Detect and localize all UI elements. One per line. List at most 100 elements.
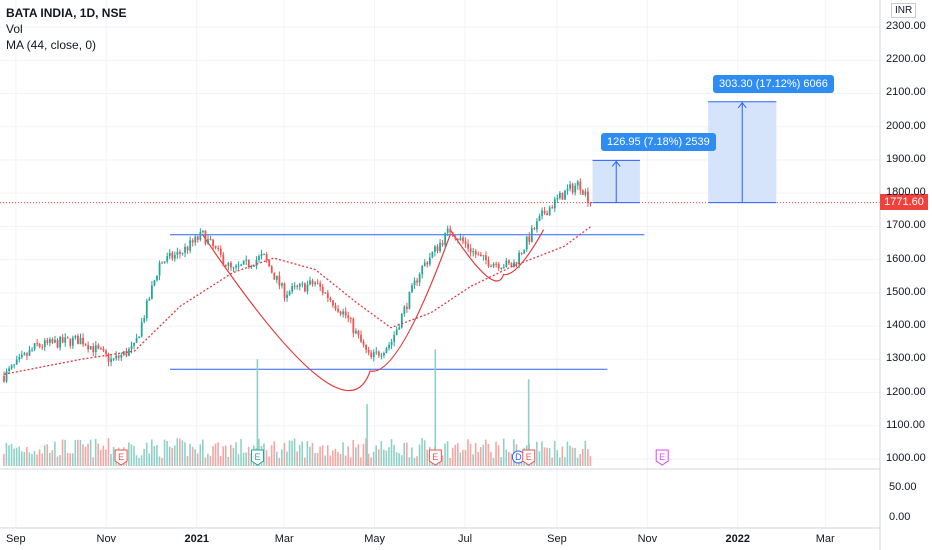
volume-bar xyxy=(326,445,329,466)
volume-bar xyxy=(357,444,360,466)
volume-bar xyxy=(576,457,579,466)
volume-bar xyxy=(541,441,543,466)
volume-bar xyxy=(347,446,349,466)
candle-body xyxy=(245,259,248,261)
candle-body xyxy=(355,330,357,334)
volume-bar xyxy=(74,440,77,466)
volume-bar xyxy=(176,438,179,466)
volume-bar xyxy=(477,452,479,466)
candle-body xyxy=(133,342,135,346)
candle-body xyxy=(482,255,485,257)
candle-body xyxy=(423,262,426,266)
volume-bar xyxy=(344,455,347,466)
candle-body xyxy=(38,344,41,347)
volume-bar xyxy=(28,452,31,466)
measure-label-1[interactable]: 126.95 (7.18%) 2539 xyxy=(601,133,716,151)
ma-indicator-label[interactable]: MA (44, close, 0) xyxy=(6,38,97,52)
ma-line xyxy=(3,225,592,375)
earnings-marker xyxy=(250,449,264,466)
time-tick-label: Nov xyxy=(637,533,658,545)
volume-bar xyxy=(41,453,43,466)
candle-body xyxy=(255,260,258,266)
volume-bar xyxy=(242,452,245,466)
candle-body xyxy=(505,260,508,267)
price-tick-label: 2300.00 xyxy=(886,20,926,32)
volume-bar xyxy=(281,449,283,466)
volume-bar xyxy=(219,455,222,466)
candle-body xyxy=(479,254,482,257)
volume-bar xyxy=(158,456,161,466)
volume-bar xyxy=(263,443,265,466)
volume-bar xyxy=(571,447,574,466)
candle-body xyxy=(8,368,10,371)
candle-body xyxy=(153,280,156,286)
candle-body xyxy=(518,252,520,264)
volume-spike xyxy=(527,379,530,466)
volume-bar xyxy=(133,445,135,466)
candle-body xyxy=(467,243,469,249)
candle-body xyxy=(403,306,406,314)
volume-bar xyxy=(100,449,102,466)
volume-bar xyxy=(301,441,304,466)
time-tick-label: 2022 xyxy=(725,533,751,545)
candle-body xyxy=(176,251,179,255)
volume-bar xyxy=(270,445,273,466)
price-tick-label: 1900.00 xyxy=(886,152,926,165)
volume-bar xyxy=(377,449,380,466)
volume-indicator-label[interactable]: Vol xyxy=(6,22,23,36)
volume-bar xyxy=(342,442,344,466)
volume-bar xyxy=(105,449,107,466)
volume-bar xyxy=(168,446,171,466)
candle-body xyxy=(352,318,355,334)
volume-bar xyxy=(385,450,388,466)
currency-label[interactable]: INR xyxy=(891,3,917,18)
volume-bar xyxy=(416,456,418,466)
volume-bar xyxy=(207,453,209,466)
candle-body xyxy=(202,230,204,233)
candle-body xyxy=(449,228,452,233)
measure-label-2[interactable]: 303.30 (17.12%) 6066 xyxy=(713,75,834,93)
price-tick-label: 1100.00 xyxy=(886,418,925,431)
candle-body xyxy=(54,339,56,343)
candle-body xyxy=(247,259,250,267)
candle-body xyxy=(28,349,31,356)
candle-body xyxy=(102,348,105,351)
volume-bar xyxy=(173,445,176,466)
measure-boxes[interactable] xyxy=(592,101,777,204)
candle-body xyxy=(107,354,110,362)
time-tick-label: Mar xyxy=(274,533,294,545)
symbol-title[interactable]: BATA INDIA, 1D, NSE xyxy=(6,6,127,20)
volume-bar xyxy=(5,442,8,466)
volume-bar xyxy=(18,446,20,466)
volume-bar xyxy=(23,452,26,466)
volume-bar xyxy=(403,442,406,466)
volume-bar xyxy=(38,449,41,466)
candle-body xyxy=(158,262,161,276)
candle-body xyxy=(145,300,148,319)
candle-body xyxy=(495,263,498,265)
volume-bar xyxy=(13,448,15,466)
candle-body xyxy=(472,251,475,253)
candle-body xyxy=(214,246,217,248)
volume-bar xyxy=(370,457,372,466)
volume-bar xyxy=(589,456,592,466)
candle-body xyxy=(71,337,74,346)
candle-body xyxy=(171,252,174,259)
candle-body xyxy=(265,254,268,261)
volume-bar xyxy=(546,447,548,466)
candle-body xyxy=(117,355,120,358)
candle-body xyxy=(283,283,286,299)
candle-body xyxy=(135,337,138,343)
candle-body xyxy=(398,327,401,330)
candle-body xyxy=(26,353,28,356)
candle-body xyxy=(372,352,375,357)
candle-body xyxy=(334,305,337,310)
candle-body xyxy=(571,184,574,193)
volume-bar xyxy=(388,447,390,466)
candle-body xyxy=(523,249,526,254)
candle-body xyxy=(293,285,296,287)
volume-bar xyxy=(360,457,362,466)
volume-bar xyxy=(43,445,46,466)
